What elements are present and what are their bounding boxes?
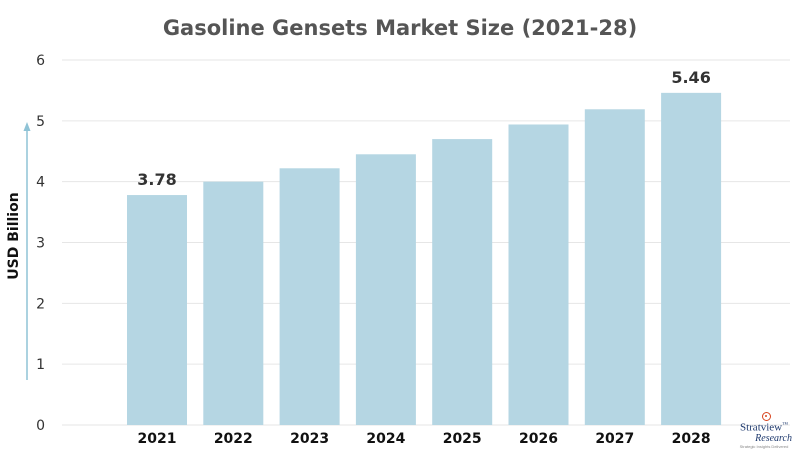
brand-logo: Stratview™ Research Strategic Insights D…	[732, 412, 796, 456]
x-tick-label: 2023	[290, 431, 329, 447]
bars	[127, 92, 722, 426]
y-axis-label: USD Billion	[6, 192, 22, 279]
x-tick-label: 2026	[519, 431, 558, 447]
y-tick-label: 6	[36, 53, 45, 69]
x-axis-ticks: 2021 2022 2023 2024 2025 2026 2027 2028	[138, 431, 711, 447]
x-tick-label: 2027	[595, 431, 634, 447]
chart-title: Gasoline Gensets Market Size (2021-28)	[163, 16, 637, 40]
target-icon	[762, 412, 771, 421]
x-tick-label: 2021	[138, 431, 177, 447]
data-labels: 3.78 5.46	[137, 68, 711, 189]
y-tick-label: 0	[36, 418, 45, 434]
y-axis-arrow-head	[23, 122, 31, 131]
x-tick-label: 2024	[366, 431, 405, 447]
x-tick-label: 2028	[672, 431, 711, 447]
x-tick-label: 2022	[214, 431, 253, 447]
bar-2026	[508, 124, 569, 425]
bar-2027	[584, 109, 645, 426]
data-label: 3.78	[137, 170, 176, 189]
y-axis: USD Billion	[6, 122, 31, 380]
bar-2022	[203, 181, 264, 425]
y-tick-label: 4	[36, 175, 45, 191]
bar-2024	[355, 154, 416, 425]
logo-sub: Research	[755, 432, 792, 444]
logo-name: Stratview	[739, 421, 783, 434]
y-tick-label: 5	[36, 114, 45, 130]
logo-tagline: Strategic Insights Delivered	[739, 443, 789, 449]
bar-2023	[279, 168, 340, 426]
y-tick-label: 2	[36, 296, 45, 312]
y-axis-ticks: 0 1 2 3 4 5 6	[36, 53, 45, 434]
y-tick-label: 1	[36, 357, 45, 373]
bar-2025	[432, 139, 493, 426]
y-tick-label: 3	[36, 236, 45, 252]
bar-2028	[661, 92, 722, 425]
x-tick-label: 2025	[443, 431, 482, 447]
bar-2021	[127, 195, 187, 425]
data-label: 5.46	[671, 68, 710, 87]
